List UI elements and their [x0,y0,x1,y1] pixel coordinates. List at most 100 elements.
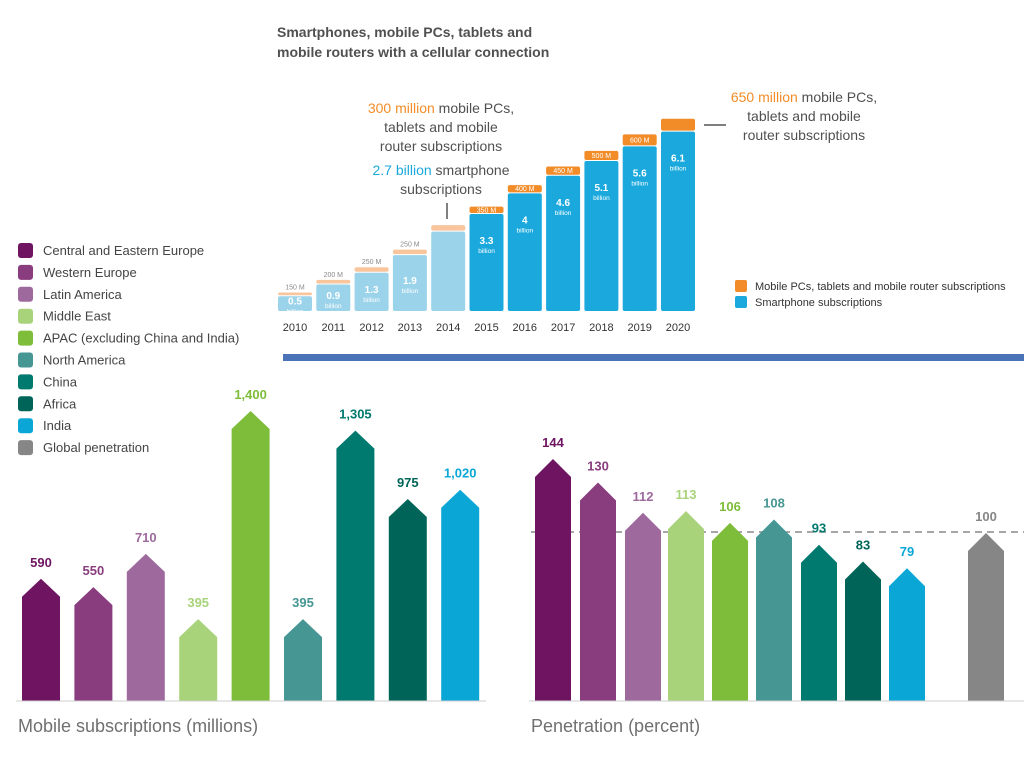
region-legend: Central and Eastern Europe Western Europe… [18,243,239,456]
bar-smartphone-2013 [392,255,427,311]
subscriptions-bar-apac-excluding-china-and-india [231,411,270,701]
bar-smartphone-2015 [469,213,504,311]
label-smartphone-2012: 1.3 [365,285,379,296]
bar-smartphone-2019 [622,146,657,311]
legend-swatch-apac-excluding-china-and-india [18,330,33,346]
penetration-value-africa: 83 [856,538,870,553]
subscriptions-value-apac-excluding-china-and-india: 1,400 [234,387,267,402]
legend-label-china: China [43,374,78,389]
legend-swatch-latin-america [18,286,33,302]
tick-2012: 2012 [359,322,383,334]
bar-smartphone-2011 [316,284,351,311]
annotation-2-7b-highlight: 2.7 billion [373,162,432,178]
subscriptions-chart-title: Mobile subscriptions (millions) [18,716,258,736]
annotation-300m-text-3: router subscriptions [380,138,502,154]
label-smartphone-unit-2020: billion [670,166,687,173]
label-smartphone-2017: 4.6 [556,198,570,209]
annotation-2020: 650 million mobile PCs, tablets and mobi… [704,89,877,143]
penetration-value-central-and-eastern-europe: 144 [542,435,564,450]
subscriptions-value-north-america: 395 [292,595,314,610]
label-pcs-2016: 400 M [515,186,535,193]
tick-2017: 2017 [551,322,575,334]
tick-2013: 2013 [398,322,422,334]
top-legend-label-pcs: Mobile PCs, tablets and mobile router su… [755,281,1006,293]
label-smartphone-unit-2013: billion [402,288,419,295]
bar-smartphone-2014 [431,231,466,311]
bar-pcs-2014 [431,225,466,231]
subscriptions-value-western-europe: 550 [83,563,105,578]
legend-swatch-global-penetration [18,440,33,456]
label-pcs-2019: 600 M [630,137,650,144]
label-smartphone-2015: 3.3 [480,236,494,247]
label-smartphone-2016: 4 [522,215,528,226]
subscriptions-value-latin-america: 710 [135,530,157,545]
annotation-650m: 650 million mobile PCs, [731,89,877,105]
bar-pcs-2016 [507,185,542,193]
bar-pcs-2018 [584,150,619,161]
annotation-300m-text-2: tablets and mobile [384,119,498,135]
tick-2016: 2016 [513,322,537,334]
legend-label-india: India [43,418,72,433]
label-smartphone-unit-2015: billion [478,248,495,255]
bar-smartphone-2017 [546,175,581,311]
label-smartphone-unit-2017: billion [555,210,572,217]
penetration-value-middle-east: 113 [676,487,697,502]
tick-2010: 2010 [283,322,307,334]
label-pcs-2015: 350 M [477,207,497,214]
penetration-bar-apac-excluding-china-and-india [712,522,748,701]
annotation-2-7b: 2.7 billion smartphone [373,162,510,178]
bar-pcs-2012 [354,267,389,272]
label-smartphone-unit-2018: billion [593,195,610,202]
label-smartphone-unit-2016: billion [516,227,533,234]
penetration-bar-central-and-eastern-europe [535,459,571,701]
bar-smartphone-2012 [354,272,389,311]
top-x-axis: 2010 2011 2012 2013 2014 2015 2016 2017 2018 2019… [283,322,690,334]
label-smartphone-unit-2019: billion [631,180,648,187]
label-pcs-2011: 200 M [324,272,344,279]
annotation-650m-text-3: router subscriptions [743,127,865,143]
legend-label-north-america: North America [43,353,126,368]
penetration-chart: 144 130 112 113 106 108 93 83 79 100 Penetration … [529,435,1024,736]
label-smartphone-unit-2012: billion [363,297,380,304]
legend-swatch-africa [18,396,33,412]
subscriptions-bar-central-and-eastern-europe [22,578,60,701]
subscriptions-value-africa: 975 [397,475,419,490]
tick-2018: 2018 [589,322,613,334]
annotation-650m-highlight: 650 million [731,89,798,105]
legend-swatch-india [18,418,33,434]
penetration-bar-africa [845,561,881,701]
annotation-300m-highlight: 300 million [368,100,435,116]
annotation-650m-text-2: tablets and mobile [747,108,861,124]
penetration-value-apac-excluding-china-and-india: 106 [719,499,741,514]
penetration-value-north-america: 108 [763,496,785,511]
penetration-bar-global-penetration [968,532,1004,701]
penetration-value-global-penetration: 100 [975,509,997,524]
bar-pcs-2013 [392,249,427,255]
subscriptions-bar-india [441,489,480,701]
subscriptions-value-china: 1,305 [339,407,372,422]
subscriptions-value-middle-east: 395 [187,595,209,610]
bar-pcs-2017 [546,166,581,175]
bar-smartphone-2018 [584,161,619,311]
penetration-value-china: 93 [812,521,826,536]
penetration-value-india: 79 [900,544,914,559]
penetration-bar-latin-america [625,512,661,701]
bar-pcs-2010 [278,292,312,296]
annotation-2-7b-text-1: smartphone [436,162,510,178]
legend-swatch-north-america [18,352,33,368]
top-chart-title-line1: Smartphones, mobile PCs, tablets and [277,24,532,40]
subscriptions-bars: 590 550 710 395 1,400 395 1,305 975 1,020 [22,387,480,701]
label-smartphone-2020: 6.1 [671,154,685,165]
legend-label-middle-east: Middle East [43,309,111,324]
bar-pcs-2011 [316,279,351,284]
subscriptions-value-central-and-eastern-europe: 590 [30,555,52,570]
penetration-bars: 144 130 112 113 106 108 93 83 79 100 [535,435,1004,701]
tick-2020: 2020 [666,322,690,334]
label-pcs-2013: 250 M [400,242,420,249]
bar-pcs-2015 [469,206,504,213]
penetration-value-western-europe: 130 [587,459,609,474]
penetration-bar-china [801,544,837,701]
subscriptions-value-india: 1,020 [444,466,477,481]
